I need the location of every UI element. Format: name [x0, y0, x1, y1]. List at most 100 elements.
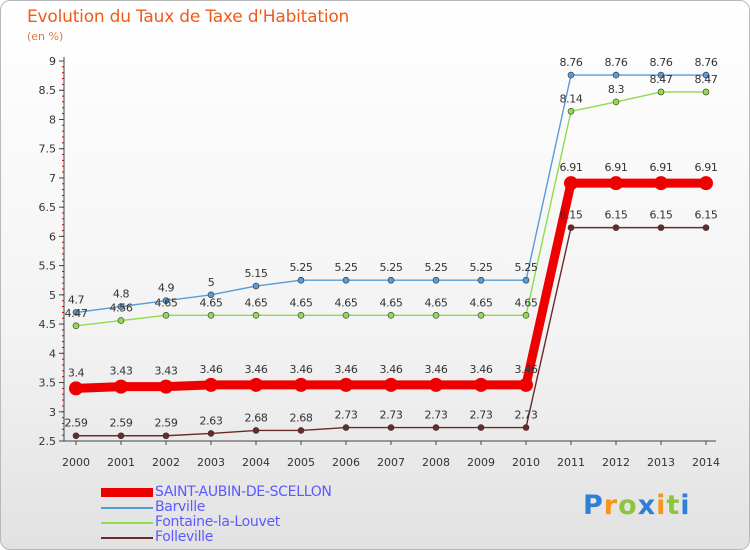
data-point — [432, 424, 440, 431]
data-label: 3.43 — [155, 365, 178, 378]
data-label: 6.15 — [695, 209, 718, 222]
data-label: 2.73 — [380, 409, 403, 422]
data-point — [297, 276, 305, 284]
x-tick-label: 2000 — [62, 456, 90, 469]
data-point — [207, 430, 215, 437]
logo-letter: P — [583, 490, 604, 521]
data-label: 5.25 — [290, 261, 313, 274]
data-point — [297, 312, 305, 319]
data-label: 6.15 — [605, 209, 628, 222]
x-tick-label: 2014 — [692, 456, 720, 469]
x-tick-label: 2005 — [287, 456, 315, 469]
data-point — [117, 303, 125, 310]
data-point — [609, 176, 623, 191]
data-point — [657, 224, 665, 231]
data-label: 2.59 — [110, 417, 133, 430]
data-label: 3.46 — [425, 363, 448, 376]
data-label: 2.68 — [290, 411, 313, 424]
y-tick-label: 6 — [49, 230, 56, 243]
data-label: 4.65 — [470, 296, 493, 309]
data-point — [702, 224, 710, 231]
x-tick-label: 2002 — [152, 456, 180, 469]
data-label: 4.65 — [155, 296, 178, 309]
data-point — [162, 312, 170, 319]
data-point — [567, 107, 575, 115]
data-point — [612, 224, 620, 231]
data-point — [702, 71, 710, 79]
data-point — [249, 377, 263, 392]
x-tick-label: 2009 — [467, 456, 495, 469]
data-point — [342, 424, 350, 431]
data-point — [567, 71, 575, 79]
data-label: 2.73 — [425, 409, 448, 422]
data-label: 3.46 — [335, 363, 358, 376]
data-point — [117, 432, 125, 440]
data-label: 3.4 — [68, 366, 85, 379]
series-line — [75, 226, 707, 437]
data-point — [252, 427, 260, 434]
data-label: 5.25 — [380, 261, 403, 274]
x-tick-label: 2011 — [557, 456, 585, 469]
data-point — [654, 176, 668, 191]
data-point — [432, 276, 440, 284]
data-point — [342, 312, 350, 319]
data-label: 4.65 — [245, 296, 268, 309]
data-point — [204, 377, 218, 392]
legend-item: Folleville — [101, 530, 332, 545]
data-point — [387, 424, 395, 431]
data-point — [699, 176, 713, 191]
data-point — [522, 312, 530, 319]
data-label: 6.91 — [560, 161, 583, 174]
x-tick-label: 2007 — [377, 456, 405, 469]
data-label: 4.7 — [68, 293, 85, 306]
y-tick-label: 8 — [49, 113, 56, 126]
data-label: 6.91 — [650, 161, 673, 174]
logo-letter: x — [637, 490, 657, 521]
data-point — [567, 224, 575, 231]
logo-letter: r — [603, 490, 619, 521]
data-label: 3.46 — [380, 363, 403, 376]
data-label: 4.8 — [113, 288, 130, 301]
data-label: 8.3 — [608, 83, 625, 96]
data-point — [72, 432, 80, 440]
data-label: 4.65 — [200, 296, 223, 309]
x-tick-label: 2001 — [107, 456, 135, 469]
data-point — [519, 377, 533, 392]
x-tick-label: 2006 — [332, 456, 360, 469]
data-label: 5.25 — [335, 261, 358, 274]
data-point — [162, 297, 170, 304]
series-line — [75, 74, 707, 314]
data-point — [342, 276, 350, 284]
logo-letter: i — [656, 490, 667, 521]
data-label: 8.47 — [650, 73, 673, 86]
data-point — [162, 432, 170, 440]
data-label: 5 — [208, 276, 215, 289]
legend-label: Folleville — [155, 529, 214, 545]
data-label: 8.76 — [605, 56, 628, 69]
y-tick-label: 7 — [49, 172, 56, 185]
data-label: 2.63 — [200, 414, 223, 427]
data-label: 5.25 — [425, 261, 448, 274]
data-point — [252, 282, 260, 290]
data-point — [207, 312, 215, 319]
y-tick-label: 8.5 — [39, 84, 57, 97]
data-point — [612, 71, 620, 79]
data-label: 8.47 — [695, 73, 718, 86]
data-point — [387, 276, 395, 284]
data-label: 3.46 — [290, 363, 313, 376]
data-point — [387, 312, 395, 319]
data-label: 6.91 — [695, 161, 718, 174]
data-label: 3.46 — [515, 363, 538, 376]
y-axis-unit: (en %) — [27, 30, 64, 43]
x-tick-label: 2003 — [197, 456, 225, 469]
data-point — [252, 312, 260, 319]
data-label: 3.46 — [200, 363, 223, 376]
data-point — [612, 98, 620, 106]
data-label: 4.65 — [425, 296, 448, 309]
chart-title: Evolution du Taux de Taxe d'Habitation — [27, 7, 350, 27]
y-tick-label: 4 — [49, 347, 56, 360]
legend-swatch — [101, 488, 153, 497]
logo-letter: i — [680, 490, 691, 521]
y-tick-label: 9 — [49, 55, 56, 68]
